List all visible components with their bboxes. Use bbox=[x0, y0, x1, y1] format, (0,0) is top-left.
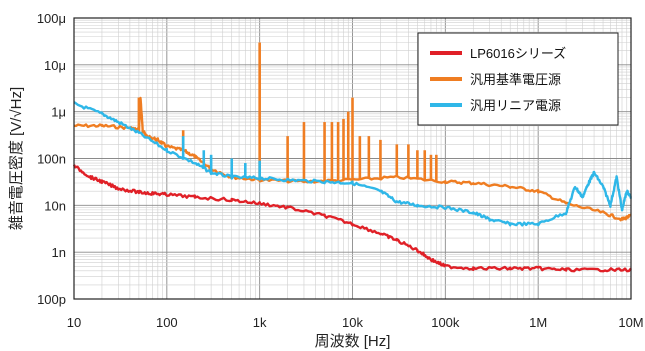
x-tick-label: 10M bbox=[618, 315, 643, 330]
y-axis-ticks: 100μ 10μ 1μ 100n 10n 1n 100p bbox=[37, 11, 66, 307]
x-axis-label: 周波数 [Hz] bbox=[315, 333, 391, 350]
y-tick-label: 100p bbox=[37, 292, 66, 307]
y-axis-label: 雑音電圧密度 [V/√Hz] bbox=[8, 87, 25, 230]
x-tick-label: 10k bbox=[342, 315, 363, 330]
y-tick-label: 10n bbox=[44, 198, 66, 213]
legend-box bbox=[417, 32, 619, 126]
series-line bbox=[73, 101, 632, 227]
y-tick-label: 10μ bbox=[44, 58, 66, 73]
x-tick-label: 100k bbox=[431, 315, 460, 330]
legend-label: 汎用基準電圧源 bbox=[470, 72, 561, 87]
y-tick-label: 1μ bbox=[51, 105, 66, 120]
y-tick-label: 100μ bbox=[37, 11, 66, 26]
x-tick-label: 100 bbox=[156, 315, 178, 330]
plot-frame bbox=[73, 17, 632, 300]
legend-label: 汎用リニア電源 bbox=[470, 98, 561, 113]
x-tick-label: 1M bbox=[529, 315, 547, 330]
y-tick-label: 1n bbox=[52, 245, 66, 260]
y-tick-label: 100n bbox=[37, 152, 66, 167]
series-line bbox=[72, 164, 632, 273]
x-tick-label: 10 bbox=[67, 315, 81, 330]
series-lines bbox=[72, 42, 632, 273]
legend-label: LP6016シリーズ bbox=[470, 46, 566, 61]
x-axis-ticks: 10 100 1k 10k 100k 1M 10M bbox=[67, 315, 644, 330]
x-tick-label: 1k bbox=[253, 315, 267, 330]
